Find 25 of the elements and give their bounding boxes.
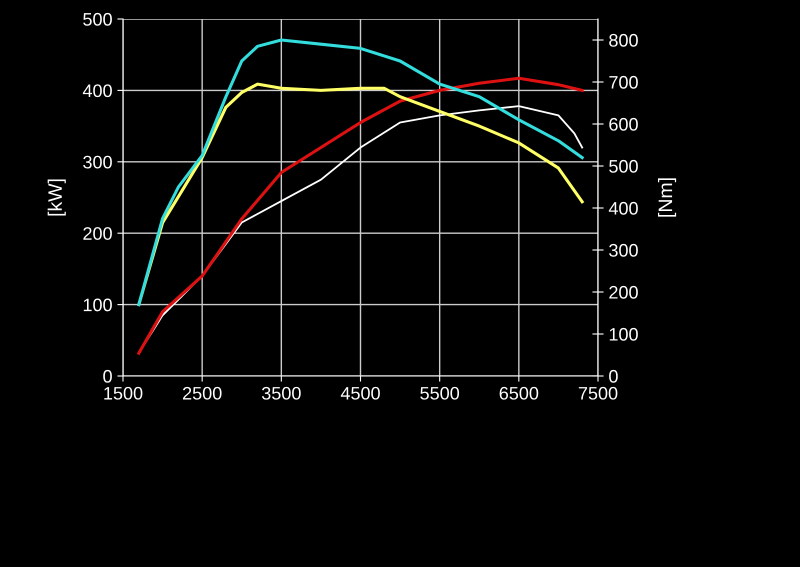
x-tick-label: 3500 <box>262 386 301 400</box>
line-series <box>137 38 584 306</box>
y-tick-label: 100 <box>84 298 112 312</box>
y2-axis-title: [Nm] <box>658 178 676 217</box>
y2-tick-label: 500 <box>609 160 638 173</box>
x-tick-label: 5500 <box>420 386 460 400</box>
y-axis-title: [kW] <box>48 179 66 216</box>
y-tick-label: 400 <box>82 84 112 98</box>
y2-tick-label: 0 <box>609 370 618 383</box>
y2-tick-label: 800 <box>609 34 638 47</box>
y2-tick-label: 700 <box>609 76 638 89</box>
y2-tick-label: 400 <box>608 202 638 215</box>
x-tick-label: 1500 <box>104 386 142 400</box>
y-tick-label: 500 <box>83 12 112 26</box>
y2-tick-label: 300 <box>609 244 638 257</box>
y2-tick-label: 100 <box>610 328 638 341</box>
y2-tick-label: 200 <box>609 286 638 299</box>
x-tick-label: 6500 <box>500 386 538 400</box>
y-tick-label: 0 <box>103 370 112 383</box>
x-tick-label: 2500 <box>182 386 222 400</box>
y2-tick-label: 600 <box>609 118 638 131</box>
y-tick-label: 300 <box>83 156 112 169</box>
x-tick-label: 4500 <box>340 386 380 400</box>
y-tick-label: 200 <box>83 227 112 240</box>
x-tick-label: 7500 <box>578 386 618 400</box>
